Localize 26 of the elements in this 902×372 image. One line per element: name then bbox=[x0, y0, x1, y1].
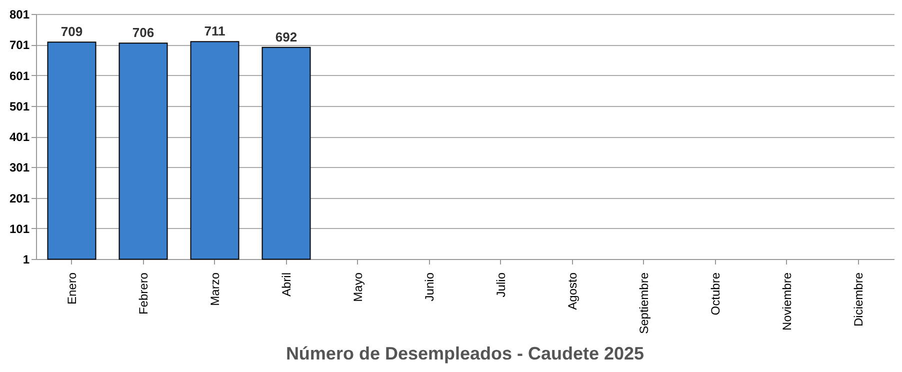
y-tick-label: 101 bbox=[9, 222, 30, 236]
y-tick-label: 501 bbox=[9, 99, 30, 114]
x-tick-label: Marzo bbox=[208, 272, 222, 306]
y-tick-label: 201 bbox=[9, 191, 30, 206]
x-tick-label: Junio bbox=[422, 272, 436, 302]
y-tick-label: 801 bbox=[9, 8, 30, 22]
x-tick-label: Noviembre bbox=[780, 272, 794, 331]
y-tick-label: 1 bbox=[22, 252, 30, 266]
x-tick-label: Abril bbox=[279, 272, 294, 297]
x-tick-label: Diciembre bbox=[851, 272, 866, 327]
x-tick-label: Mayo bbox=[350, 272, 365, 302]
x-tick-label: Septiembre bbox=[636, 272, 651, 334]
data-label: 709 bbox=[60, 24, 83, 40]
y-tick-label: 601 bbox=[9, 68, 30, 83]
text: Número de Desempleados - Caudete 2025 bbox=[286, 343, 644, 364]
y-tick-label: 701 bbox=[9, 38, 30, 52]
x-tick-label: Febrero bbox=[136, 272, 150, 315]
data-label: 711 bbox=[204, 24, 226, 39]
data-label: 706 bbox=[132, 25, 154, 40]
data-label: 692 bbox=[275, 29, 298, 44]
x-tick-label: Agosto bbox=[565, 272, 580, 310]
x-tick-label: Enero bbox=[64, 272, 79, 305]
x-tick-label: Octubre bbox=[708, 272, 722, 316]
y-tick-label: 301 bbox=[9, 160, 30, 175]
x-tick-label: Julio bbox=[494, 272, 508, 298]
y-tick-label: 401 bbox=[9, 130, 30, 144]
